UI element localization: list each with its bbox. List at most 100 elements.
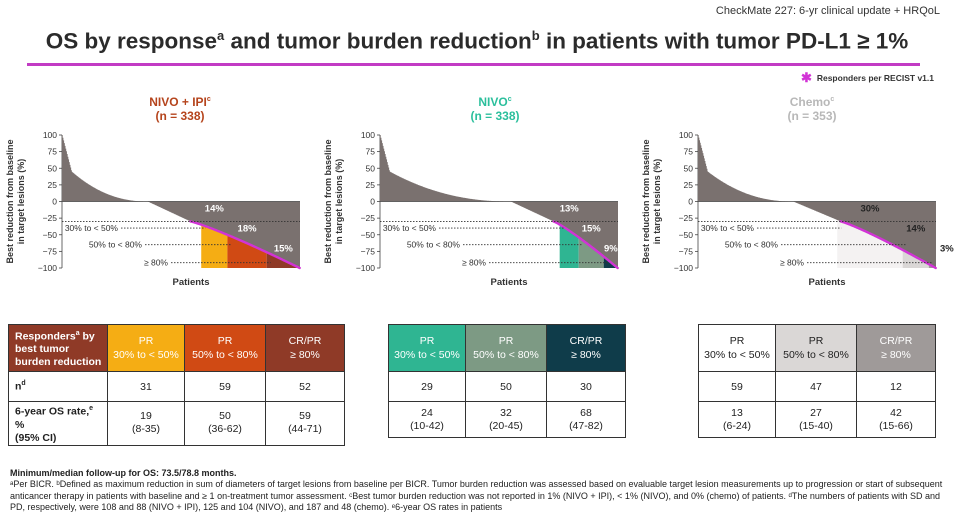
y-tick-label: −50: [679, 230, 694, 240]
y-tick-label: 50: [684, 163, 694, 173]
y-tick-label: −75: [361, 246, 376, 256]
col-header-pr-50-80: PR 50% to < 80%: [184, 324, 266, 372]
responder-markers: [552, 220, 619, 270]
panel-title-chemo: Chemoc (n = 353): [787, 95, 837, 123]
x-axis-label: Patients: [809, 277, 846, 288]
col-header-pr-50-80: PR 50% to < 80%: [775, 324, 857, 372]
col-header-pr-50-80: PR 50% to < 80%: [465, 324, 547, 372]
responder-markers: [189, 220, 301, 270]
col-header-pr-30-50: PR 30% to < 50%: [107, 324, 185, 372]
cell-os: 42 (15-66): [856, 401, 936, 438]
col-header-crpr-80: CR/PR ≥ 80%: [265, 324, 345, 372]
cell-n: 47: [775, 371, 857, 402]
responders-table-nivo: PR 30% to < 50% PR 50% to < 80% CR/PR ≥ 80%…: [388, 324, 626, 438]
study-tag: CheckMate 227: 6-yr clinical update + HR…: [715, 5, 940, 17]
followup-note: Minimum/median follow-up for OS: 73.5/78…: [10, 468, 237, 478]
y-tick-label: 75: [48, 147, 58, 157]
arm-n: (n = 338): [155, 109, 205, 123]
band-percent-label: 14%: [906, 223, 926, 234]
y-tick-label: 0: [370, 197, 375, 207]
cell-n: 59: [698, 371, 776, 402]
panel-title-nivo-ipi: NIVO + IPIc (n = 338): [149, 95, 211, 123]
cell-os: 24 (10-42): [388, 401, 466, 438]
segment-label: 30% to < 50%: [65, 223, 119, 233]
arm-name: NIVO: [478, 95, 508, 109]
cell-n: 31: [107, 371, 185, 402]
title-underline: [27, 63, 920, 66]
responder-markers: [839, 220, 937, 270]
cell-os: 50 (36-62): [184, 401, 266, 446]
band-percent-label: 9%: [604, 243, 618, 254]
col-header-pr-30-50: PR 30% to < 50%: [388, 324, 466, 372]
y-tick-label: −100: [38, 263, 57, 273]
arm-n: (n = 353): [787, 109, 837, 123]
responders-table-nivo-ipi: Respondersa by best tumor burden reduction…: [8, 324, 345, 446]
band-percent-label: 13%: [560, 203, 580, 214]
segment-label: 30% to < 50%: [383, 223, 437, 233]
cell-n: 50: [465, 371, 547, 402]
segment-label: ≥ 80%: [144, 258, 168, 268]
col-header-crpr-80: CR/PR ≥ 80%: [546, 324, 626, 372]
segment-label: 30% to < 50%: [701, 223, 755, 233]
footnote-text: ᵃPer BICR. ᵇDefined as maximum reduction…: [10, 479, 943, 512]
footnotes: Minimum/median follow-up for OS: 73.5/78…: [10, 468, 945, 513]
y-tick-label: 25: [48, 180, 58, 190]
y-tick-label: −100: [674, 263, 693, 273]
y-tick-label: 0: [52, 197, 57, 207]
cell-os: 68 (47-82): [546, 401, 626, 438]
y-tick-label: −50: [361, 230, 376, 240]
cell-os: 32 (20-45): [465, 401, 547, 438]
y-tick-label: −25: [361, 213, 376, 223]
y-tick-label: −100: [356, 263, 375, 273]
y-tick-label: −75: [679, 246, 694, 256]
asterisk-icon: ✱: [800, 70, 812, 85]
x-axis-label: Patients: [491, 277, 528, 288]
y-tick-label: −50: [43, 230, 58, 240]
cell-os: 59 (44-71): [265, 401, 345, 446]
y-axis-label: Best reduction from baselinein target le…: [5, 139, 26, 263]
y-tick-label: 100: [679, 130, 693, 140]
x-axis-label: Patients: [173, 277, 210, 288]
segment-label: 50% to < 80%: [407, 240, 461, 250]
y-tick-label: 25: [366, 180, 376, 190]
y-tick-label: −25: [43, 213, 58, 223]
row-label-os-rate: 6-year OS rate,e % (95% CI): [8, 401, 108, 446]
arm-name: Chemo: [789, 95, 831, 109]
waterfall-chart-nivo-ipi: Best reduction from baselinein target le…: [5, 130, 301, 288]
band-percent-label: 15%: [582, 223, 602, 234]
legend: ✱ Responders per RECIST v1.1: [800, 70, 934, 85]
arm-name: NIVO + IPI: [149, 95, 207, 109]
col-header-crpr-80: CR/PR ≥ 80%: [856, 324, 936, 372]
cell-n: 59: [184, 371, 266, 402]
cell-n: 12: [856, 371, 936, 402]
waterfall-chart-chemo: Best reduction from baselinein target le…: [641, 130, 954, 288]
page-title: OS by responsea and tumor burden reducti…: [45, 28, 909, 54]
cell-n: 52: [265, 371, 345, 402]
arm-n: (n = 338): [470, 109, 520, 123]
band-percent-label: 3%: [940, 243, 954, 254]
y-tick-label: 50: [48, 163, 58, 173]
y-tick-label: 25: [684, 180, 694, 190]
band-percent-label: 14%: [205, 203, 225, 214]
cell-os: 27 (15-40): [775, 401, 857, 438]
segment-label: 50% to < 80%: [89, 240, 143, 250]
cell-n: 30: [546, 371, 626, 402]
y-tick-label: −75: [43, 246, 58, 256]
segment-label: ≥ 80%: [462, 258, 486, 268]
y-axis-label: Best reduction from baselinein target le…: [641, 139, 662, 263]
y-tick-label: 75: [684, 147, 694, 157]
cell-os: 19 (8-35): [107, 401, 185, 446]
row-label-n: nd: [8, 371, 108, 402]
y-axis-label: Best reduction from baselinein target le…: [323, 139, 344, 263]
band-percent-label: 15%: [274, 243, 294, 254]
segment-label: ≥ 80%: [780, 258, 804, 268]
legend-label: Responders per RECIST v1.1: [816, 73, 934, 83]
y-tick-label: 100: [43, 130, 57, 140]
band-percent-label: 18%: [238, 223, 258, 234]
y-tick-label: 0: [688, 197, 693, 207]
y-tick-label: −25: [679, 213, 694, 223]
responders-table-chemo: PR 30% to < 50% PR 50% to < 80% CR/PR ≥ 80%…: [698, 324, 936, 438]
cell-os: 13 (6-24): [698, 401, 776, 438]
y-tick-label: 100: [361, 130, 375, 140]
cell-n: 29: [388, 371, 466, 402]
